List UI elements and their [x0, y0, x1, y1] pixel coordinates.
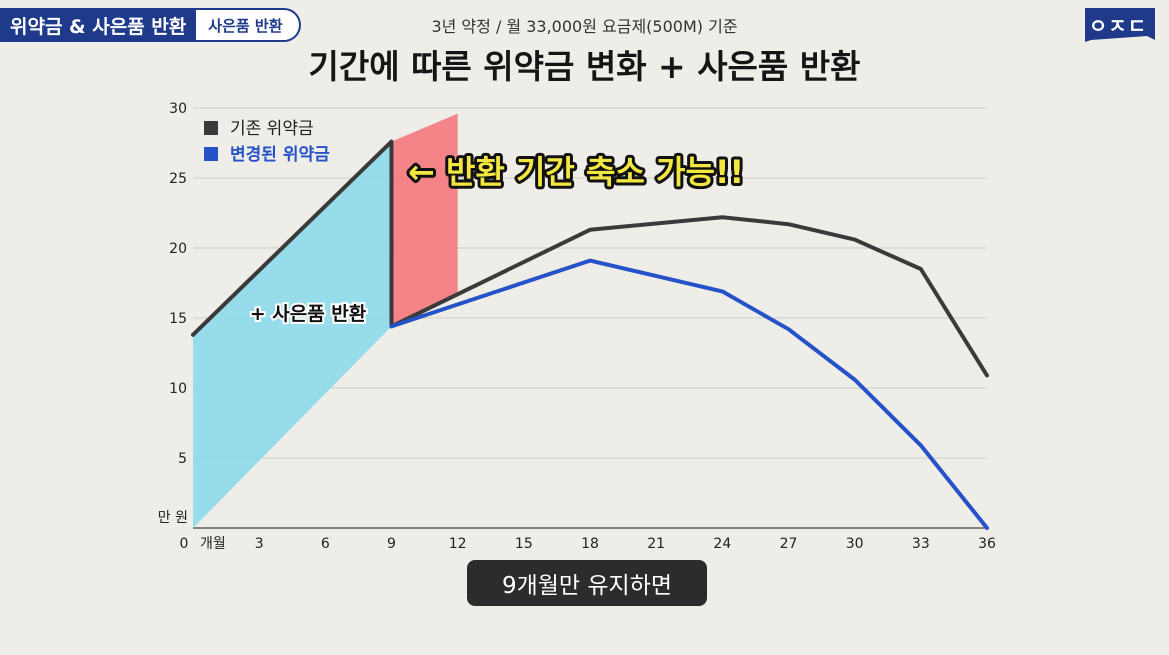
series-line — [191, 139, 989, 378]
y-tick-label: 25 — [169, 171, 187, 187]
gift-return-annotation: + 사은품 반환 — [250, 303, 367, 325]
x-tick-label: 3 — [255, 536, 264, 552]
y-tick-label: 15 — [169, 311, 187, 327]
y-tick-label: 10 — [169, 381, 187, 397]
y-tick-label: 5 — [178, 451, 187, 467]
x-tick-label: 33 — [912, 536, 930, 552]
chart-subtitle: 3년 약정 / 월 33,000원 요금제(500M) 기준 — [431, 17, 738, 36]
series-line — [389, 258, 989, 530]
channel-logo: ㅇㅈㄷ — [1083, 6, 1157, 44]
header-tag: 위약금 & 사은품 반환 사은품 반환 — [0, 8, 301, 42]
x-tick-label: 12 — [449, 536, 467, 552]
x-tick-label: 27 — [780, 536, 798, 552]
chart-title: 기간에 따른 위약금 변화 + 사은품 반환 — [308, 47, 861, 86]
subtitle-caption: 9개월만 유지하면 — [467, 560, 707, 606]
tag-main-label: 위약금 & 사은품 반환 — [0, 8, 197, 42]
gift-return-area — [193, 141, 392, 528]
x-tick-label: 9 — [387, 536, 396, 552]
y-axis-unit-label: 만 원 — [158, 510, 188, 526]
logo-text: ㅇㅈㄷ — [1088, 14, 1148, 38]
x-tick-label: 0 — [180, 536, 189, 552]
shortened-period-area — [391, 113, 458, 327]
x-tick-label: 21 — [647, 536, 665, 552]
legend-swatch — [204, 121, 218, 135]
legend-swatch — [204, 147, 218, 161]
x-tick-label: 18 — [581, 536, 599, 552]
legend-label: 변경된 위약금 — [230, 144, 330, 165]
logo-flag-shape — [1085, 8, 1155, 42]
x-tick-label: 30 — [846, 536, 864, 552]
y-tick-label: 20 — [169, 241, 187, 257]
shortened-period-annotation: ← 반환 기간 축소 가능!! — [408, 153, 744, 191]
x-tick-label: 36 — [978, 536, 996, 552]
x-axis-unit-label: 개월 — [200, 536, 226, 552]
legend-label: 기존 위약금 — [230, 119, 314, 139]
x-tick-label: 24 — [713, 536, 731, 552]
tag-sub-label: 사은품 반환 — [196, 8, 301, 42]
x-tick-label: 6 — [321, 536, 330, 552]
y-tick-label: 30 — [169, 101, 187, 117]
x-tick-label: 15 — [515, 536, 533, 552]
